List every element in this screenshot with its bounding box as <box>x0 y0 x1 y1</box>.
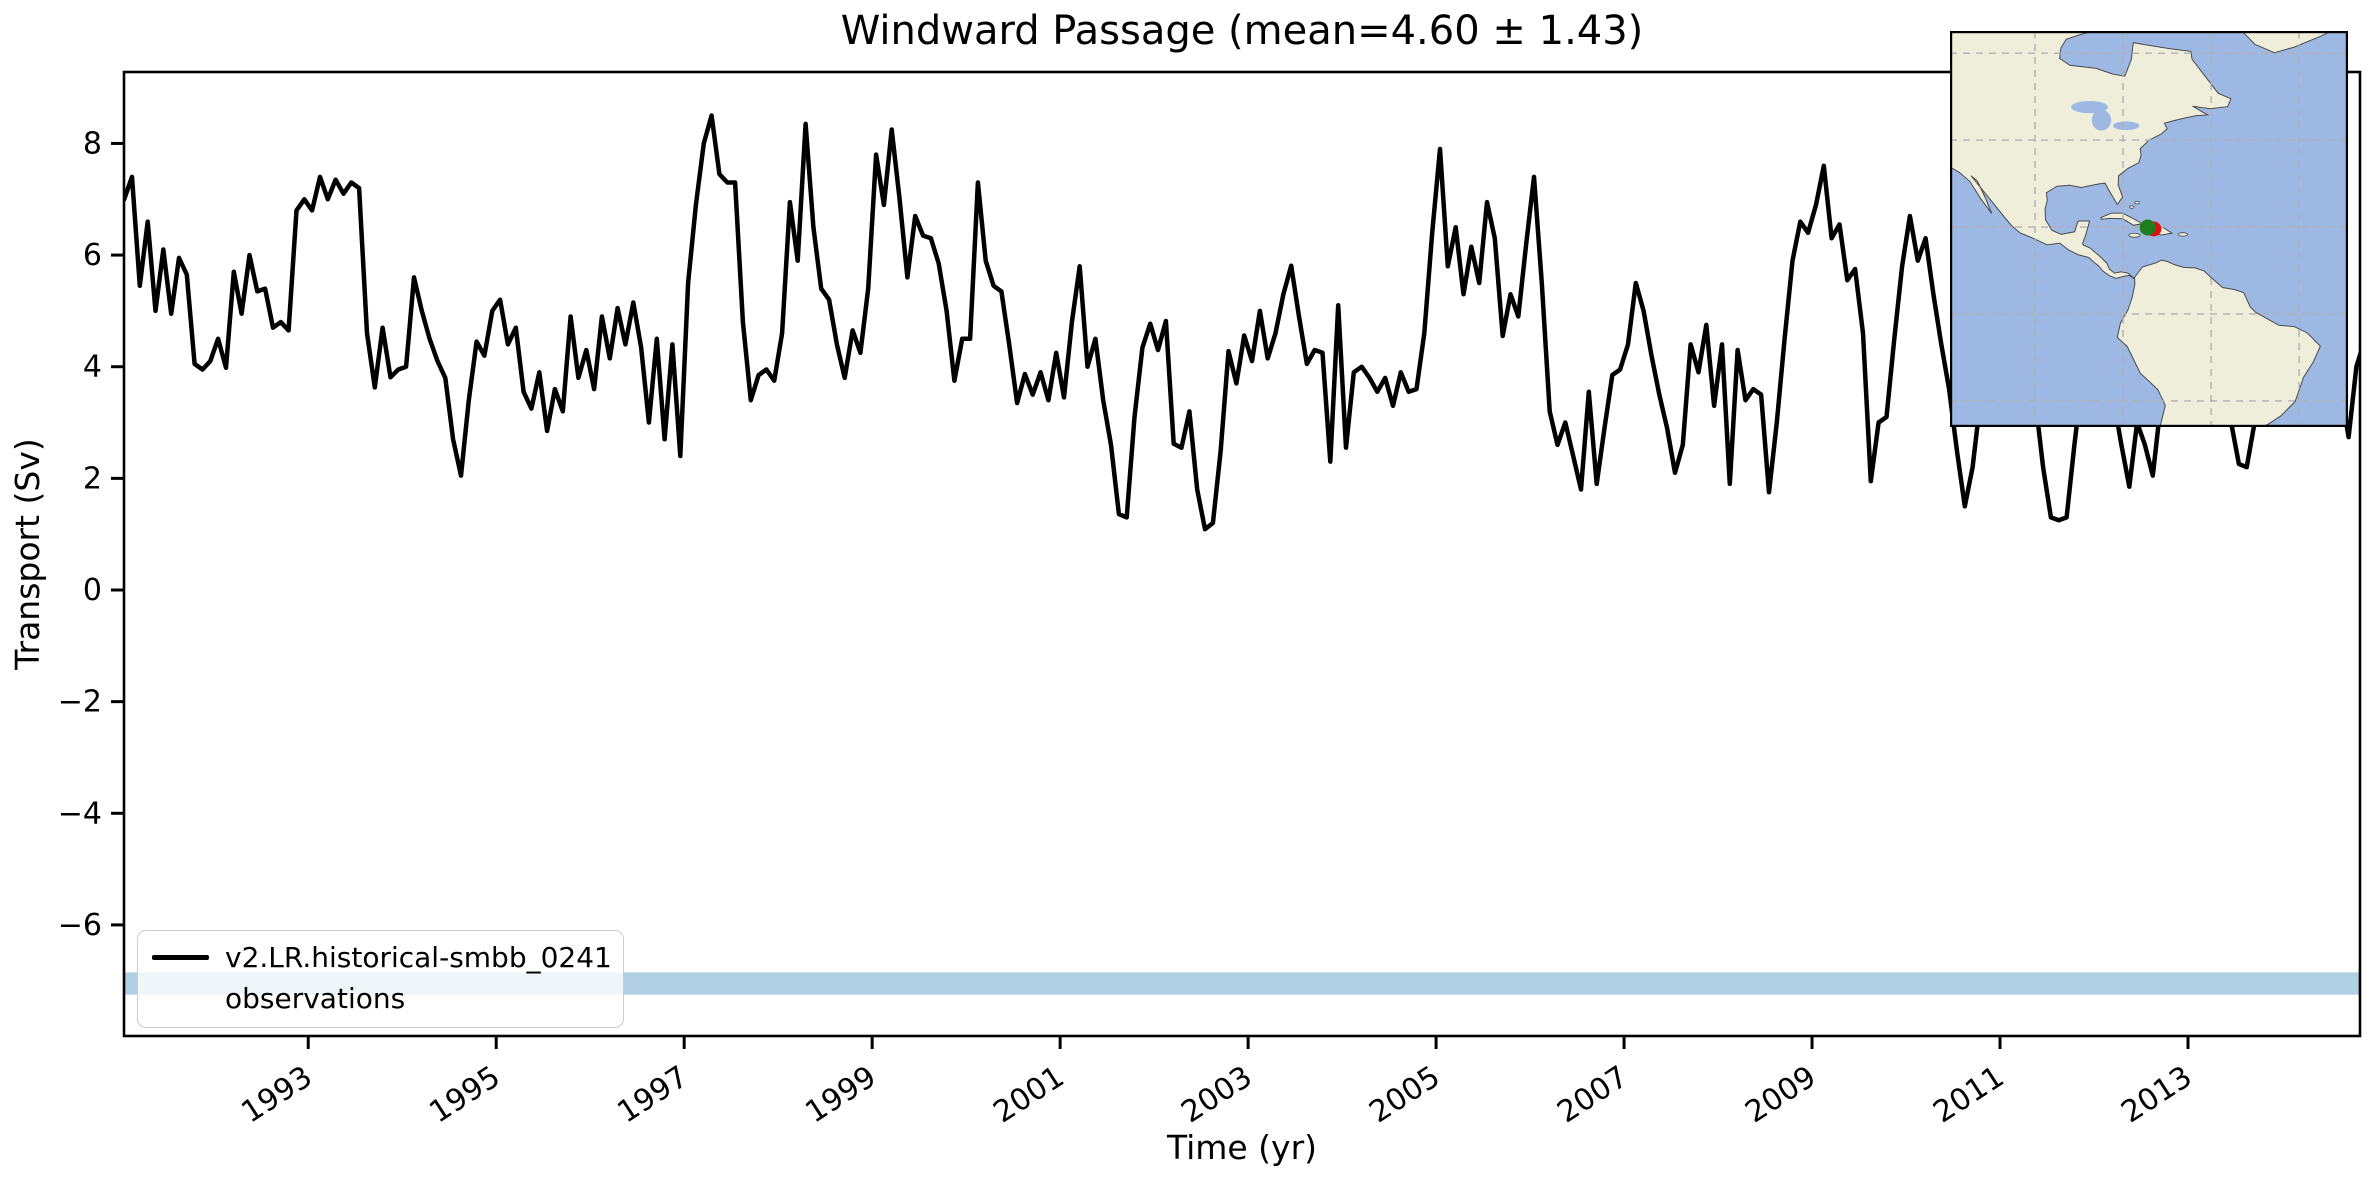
lake-shape <box>2091 109 2112 131</box>
y-tick-label: 4 <box>83 350 102 385</box>
x-tick-label: 2003 <box>1175 1059 1258 1130</box>
y-tick-label: 0 <box>83 573 102 608</box>
y-tick-label: 8 <box>83 126 102 161</box>
x-tick-label: 2009 <box>1739 1059 1822 1130</box>
legend-entry-label: observations <box>225 982 406 1015</box>
x-tick-label: 2001 <box>987 1059 1070 1130</box>
island-shape <box>2129 205 2135 209</box>
x-tick-label: 2005 <box>1363 1059 1446 1130</box>
legend-entry-observations: observations <box>138 982 623 1015</box>
legend-patch-swatch <box>152 987 209 1011</box>
observations-band <box>124 972 2360 995</box>
y-tick-label: −2 <box>58 685 102 720</box>
model-location-marker <box>2139 219 2156 236</box>
legend-entry-model: v2.LR.historical-smbb_0241 <box>138 941 623 974</box>
x-tick-label: 2011 <box>1927 1059 2010 1130</box>
y-tick-label: −4 <box>58 796 102 831</box>
y-axis-label: Transport (Sv) <box>8 438 47 670</box>
land-shape <box>2116 259 2321 427</box>
x-tick-label: 1993 <box>235 1059 318 1130</box>
land-shape <box>1950 31 2232 281</box>
island-shape <box>2128 232 2141 238</box>
x-tick-label: 2007 <box>1551 1059 1634 1130</box>
inset-map-svg <box>1950 31 2348 427</box>
legend-line-swatch <box>152 955 209 960</box>
x-axis-label: Time (yr) <box>1166 1128 1318 1167</box>
legend-entry-label: v2.LR.historical-smbb_0241 <box>225 941 612 974</box>
legend: v2.LR.historical-smbb_0241 observations <box>137 930 624 1028</box>
chart-title: Windward Passage (mean=4.60 ± 1.43) <box>840 8 1644 54</box>
land-shape <box>2241 31 2332 54</box>
x-tick-label: 2013 <box>2115 1059 2198 1130</box>
land-shape <box>2100 212 2144 226</box>
y-tick-label: 6 <box>83 238 102 273</box>
x-tick-label: 1997 <box>611 1059 694 1130</box>
x-tick-label: 1999 <box>799 1059 882 1130</box>
y-tick-label: 2 <box>83 461 102 496</box>
island-shape <box>2177 232 2189 237</box>
axis-frame <box>122 70 2362 1038</box>
x-tick-label: 1995 <box>423 1059 506 1130</box>
map-border <box>1950 31 2348 427</box>
y-tick-label: −6 <box>58 908 102 943</box>
lake-shape <box>2112 121 2140 131</box>
island-shape <box>2134 200 2140 205</box>
